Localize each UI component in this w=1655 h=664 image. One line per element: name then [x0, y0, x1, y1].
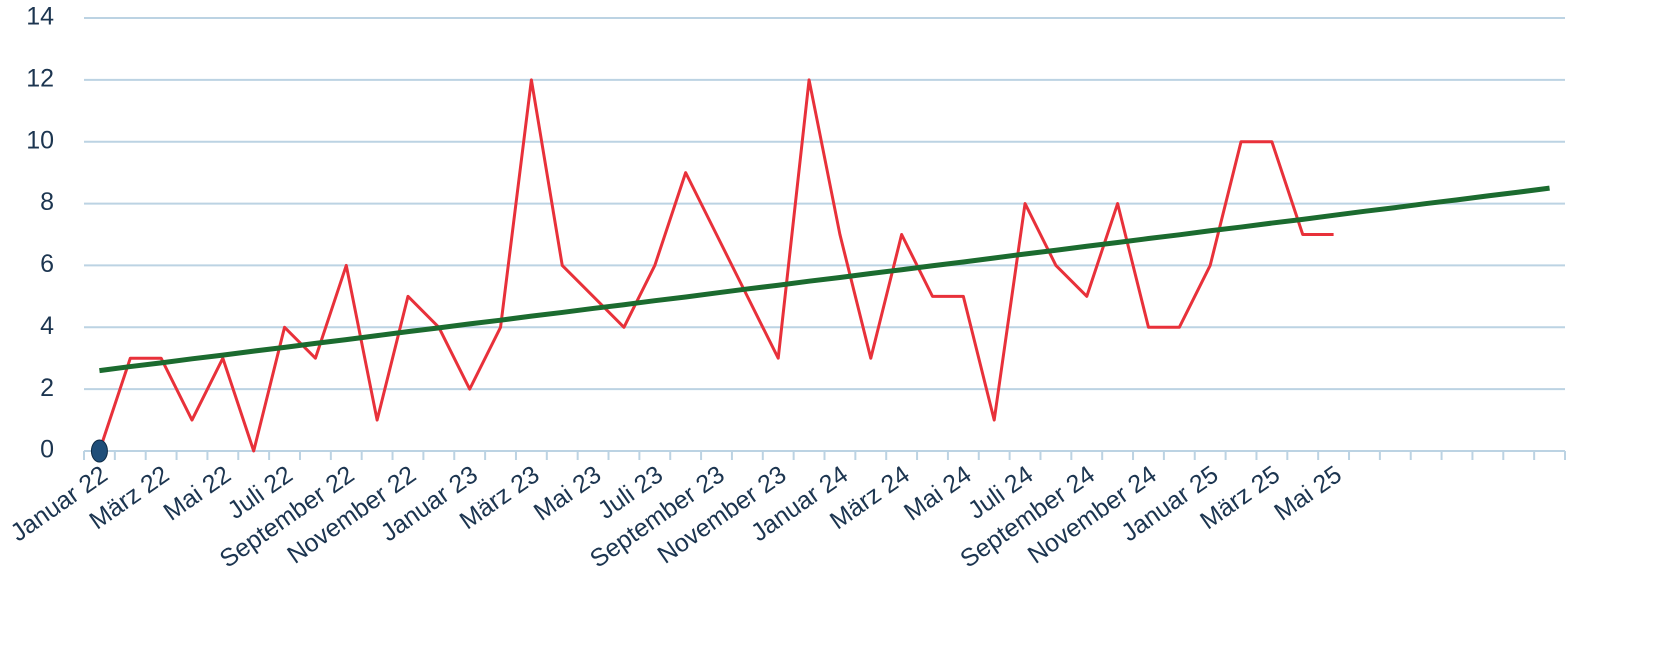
x-tick-label: Mai 25	[1269, 460, 1347, 526]
x-tick-label: Mai 23	[529, 460, 607, 526]
x-tick-label: Mai 22	[159, 460, 237, 526]
y-tick-label: 4	[40, 312, 54, 340]
x-tick-label: Mai 24	[899, 460, 977, 526]
y-tick-label: 2	[40, 374, 54, 402]
trend-line	[99, 185, 1550, 374]
y-tick-label: 6	[40, 250, 54, 278]
point-marker	[90, 439, 108, 463]
y-tick-label: 0	[40, 436, 54, 464]
data-line	[98, 78, 1334, 453]
y-tick-label: 10	[26, 126, 54, 154]
y-tick-label: 12	[26, 64, 54, 92]
y-tick-label: 8	[40, 188, 54, 216]
y-tick-label: 14	[26, 3, 54, 31]
